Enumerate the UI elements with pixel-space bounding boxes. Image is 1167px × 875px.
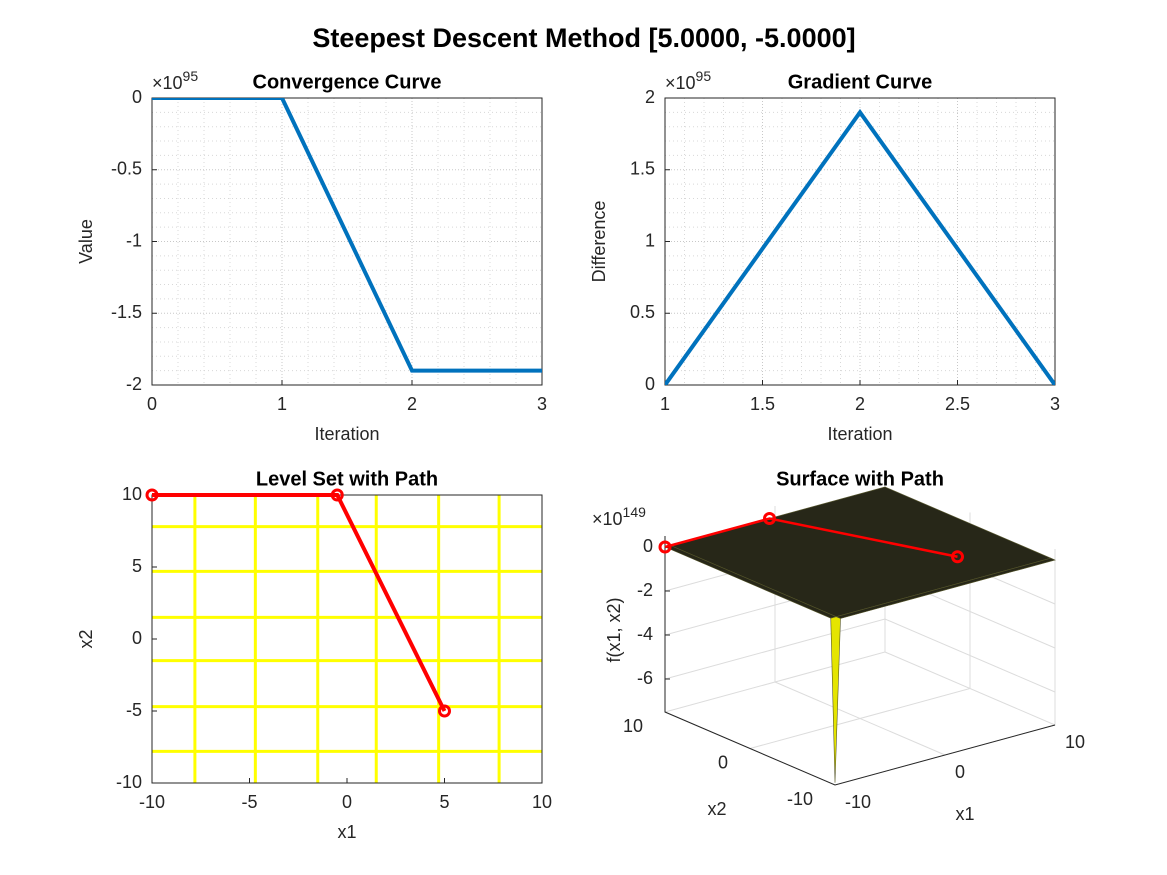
y-tick-label: -5 (126, 700, 142, 720)
scale-exponent: 95 (696, 68, 712, 84)
x-axis-label: x1 (337, 822, 356, 842)
scale-label: ×1095 (152, 68, 198, 93)
axes-box (664, 97, 1056, 386)
path-line (664, 517, 958, 558)
path-marker (145, 488, 159, 502)
x1-tick-label: -10 (845, 792, 871, 812)
x2-tick-label: -10 (787, 789, 813, 809)
path-marker (330, 488, 344, 502)
y-tick-label: -0.5 (111, 159, 142, 179)
subplot-title: Surface with Path (776, 468, 944, 490)
y-tick-label: 1.5 (630, 159, 655, 179)
subplot-title: Level Set with Path (256, 468, 438, 490)
scale-base: ×10 (152, 73, 183, 93)
y-tick-label: 0 (132, 628, 142, 648)
z-tick-label: 0 (643, 536, 653, 556)
y-axis-label: Value (76, 219, 96, 264)
x-tick-label: 1.5 (750, 394, 775, 414)
path-marker (763, 512, 776, 525)
x-tick-label: -10 (139, 792, 165, 812)
x2-tick-label: 10 (623, 716, 643, 736)
x-axis-label: x1 (955, 804, 974, 824)
x-tick-label: 3 (1050, 394, 1060, 414)
x-tick-label: 1 (277, 394, 287, 414)
x-axis-label: Iteration (827, 424, 892, 444)
scale-exponent: 95 (183, 68, 199, 84)
y-tick-label: 0 (645, 374, 655, 394)
z-tick-label: -2 (637, 580, 653, 600)
y-tick-label: 2 (645, 87, 655, 107)
x-tick-label: 2 (855, 394, 865, 414)
axes-box (151, 97, 543, 386)
x2-tick-label: 0 (718, 752, 728, 772)
y-tick-label: -1 (126, 230, 142, 250)
x-tick-label: 5 (439, 792, 449, 812)
y-axis-label: x2 (76, 629, 96, 648)
axis-line (664, 536, 1056, 786)
data-line (152, 493, 447, 712)
y-tick-label: 0 (132, 87, 142, 107)
y-tick-label: 5 (132, 556, 142, 576)
y-axis-label: x2 (707, 799, 726, 819)
x-tick-label: 0 (342, 792, 352, 812)
y-tick-label: -1.5 (111, 302, 142, 322)
x-tick-label: 0 (147, 394, 157, 414)
scale-exponent: 149 (623, 504, 647, 520)
x1-tick-label: 10 (1065, 732, 1085, 752)
data-line (665, 108, 1055, 385)
scale-label: ×1095 (665, 68, 711, 93)
y-axis-label: Difference (589, 201, 609, 283)
subplot-title: Gradient Curve (788, 71, 932, 93)
surface-patch (830, 616, 841, 783)
x-tick-label: 10 (532, 792, 552, 812)
x1-tick-label: 0 (955, 762, 965, 782)
y-tick-label: 0.5 (630, 302, 655, 322)
x-tick-label: 2 (407, 394, 417, 414)
x-tick-label: 2.5 (945, 394, 970, 414)
x-tick-label: 1 (660, 394, 670, 414)
path-marker (951, 550, 964, 564)
axes-box (151, 494, 543, 784)
data-line (152, 98, 542, 373)
subplot-title: Convergence Curve (253, 71, 442, 93)
x-tick-label: 3 (537, 394, 547, 414)
scale-base: ×10 (665, 73, 696, 93)
y-tick-label: 10 (122, 484, 142, 504)
x-tick-label: -5 (241, 792, 257, 812)
x-axis-label: Iteration (314, 424, 379, 444)
z-tick-label: -4 (637, 624, 653, 644)
y-tick-label: 1 (645, 230, 655, 250)
z-tick-label: -6 (637, 668, 653, 688)
scale-label: ×10149 (592, 504, 646, 529)
figure-title: Steepest Descent Method [5.0000, -5.0000… (312, 23, 855, 53)
z-axis-label: f(x1, x2) (604, 597, 624, 662)
y-tick-label: -10 (116, 772, 142, 792)
scale-base: ×10 (592, 509, 623, 529)
path-marker (438, 704, 451, 718)
path-marker (658, 540, 672, 554)
y-tick-label: -2 (126, 374, 142, 394)
